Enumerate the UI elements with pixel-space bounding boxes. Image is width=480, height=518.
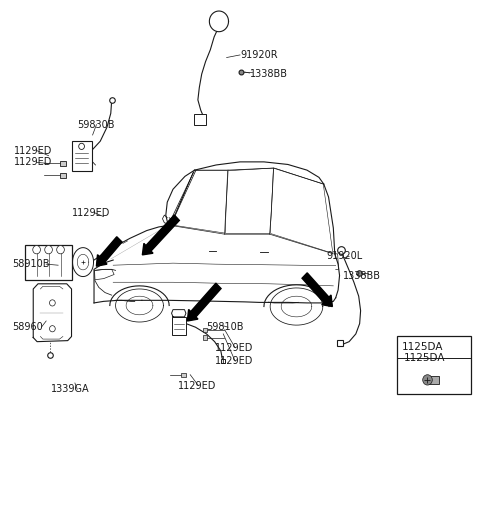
Bar — [24, 244, 72, 280]
Text: 1129ED: 1129ED — [14, 157, 52, 167]
Bar — [426, 376, 439, 384]
FancyArrow shape — [143, 215, 180, 255]
Text: 1129ED: 1129ED — [178, 381, 216, 391]
Text: 1339GA: 1339GA — [51, 384, 90, 394]
Circle shape — [79, 143, 84, 150]
FancyArrow shape — [187, 283, 221, 321]
Text: 1129ED: 1129ED — [14, 146, 52, 155]
Text: 1129ED: 1129ED — [72, 208, 110, 218]
Circle shape — [423, 375, 432, 385]
Bar — [203, 328, 207, 333]
Circle shape — [49, 326, 55, 332]
Bar — [171, 317, 186, 336]
Bar — [60, 161, 66, 166]
Text: 59830B: 59830B — [77, 120, 115, 130]
Circle shape — [57, 246, 64, 254]
Bar — [397, 337, 471, 394]
Polygon shape — [33, 284, 72, 342]
Circle shape — [45, 246, 52, 254]
Text: 58960: 58960 — [12, 322, 43, 332]
Bar — [72, 141, 92, 170]
Bar — [193, 114, 206, 125]
Text: 1338BB: 1338BB — [250, 69, 288, 79]
Text: 1125DA: 1125DA — [402, 342, 443, 352]
Text: 1338BB: 1338BB — [343, 270, 381, 281]
Text: 91920R: 91920R — [240, 50, 277, 60]
Text: 1125DA: 1125DA — [404, 353, 445, 363]
Text: 59810B: 59810B — [206, 322, 244, 332]
Bar — [60, 172, 66, 178]
Bar — [203, 336, 207, 340]
FancyArrow shape — [302, 273, 332, 307]
Circle shape — [49, 300, 55, 306]
Text: 91920L: 91920L — [326, 251, 362, 262]
Bar — [181, 373, 186, 377]
Circle shape — [33, 246, 40, 254]
Text: 58910B: 58910B — [12, 259, 50, 269]
Text: 1129ED: 1129ED — [215, 356, 253, 366]
FancyArrow shape — [96, 237, 122, 266]
Text: 1129ED: 1129ED — [215, 343, 253, 353]
